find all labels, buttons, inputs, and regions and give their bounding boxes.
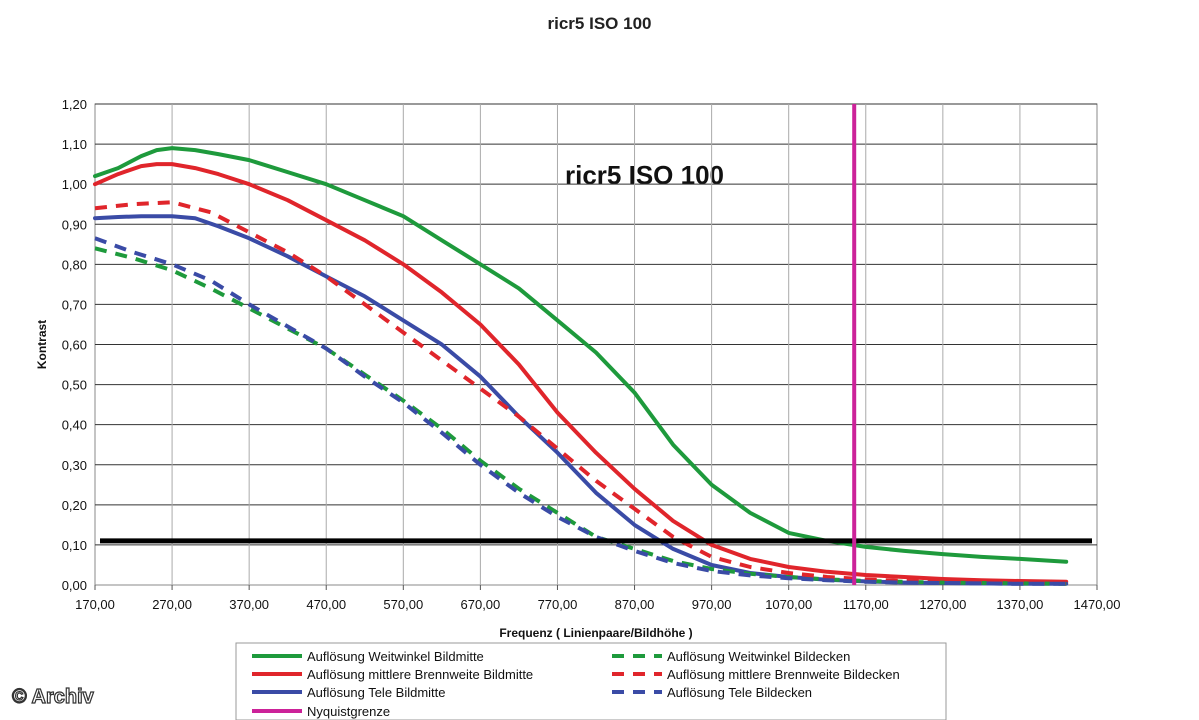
legend-box (235, 642, 947, 720)
series-layer (93, 104, 1092, 586)
y-tick-label: 0,50 (62, 378, 87, 393)
legend-label: Auflösung mittlere Brennweite Bildmitte (307, 667, 533, 682)
y-tick-label: 0,10 (62, 538, 87, 553)
x-tick-label: 1070,00 (765, 597, 812, 612)
series-line-4 (94, 246, 1067, 586)
legend-label: Auflösung mittlere Brennweite Bildecken (667, 667, 900, 682)
y-tick-label: 0,70 (62, 297, 87, 312)
axis-layer: 0,00 0,10 0,20 0,30 0,40 0,50 0,60 0,70 0,80 0,90… (35, 97, 1121, 640)
y-tick-label: 0,20 (62, 498, 87, 513)
y-tick-label: 0,60 (62, 338, 87, 353)
x-tick-label: 970,00 (692, 597, 732, 612)
legend: Auflösung Weitwinkel Bildmitte Auflösung … (235, 642, 947, 720)
x-tick-label: 370,00 (229, 597, 269, 612)
legend-label: Auflösung Weitwinkel Bildecken (667, 649, 850, 664)
x-tick-label: 1370,00 (996, 597, 1043, 612)
x-tick-label: 1470,00 (1074, 597, 1121, 612)
series-line-5 (94, 200, 1067, 586)
chart-title: ricr5 ISO 100 (547, 14, 652, 33)
x-tick-label: 1270,00 (919, 597, 966, 612)
series-line-2 (93, 162, 1069, 584)
y-tick-label: 1,20 (62, 97, 87, 112)
y-tick-label: 0,30 (62, 458, 87, 473)
y-tick-label: 1,10 (62, 137, 87, 152)
series-line-1 (93, 146, 1069, 564)
x-tick-label: 870,00 (615, 597, 655, 612)
legend-label: Nyquistgrenze (307, 704, 390, 719)
legend-label: Auflösung Tele Bildecken (667, 685, 812, 700)
copyright-watermark: © Archiv (11, 685, 94, 708)
y-tick-label: 0,90 (62, 217, 87, 232)
legend-label: Auflösung Tele Bildmitte (307, 685, 446, 700)
y-tick-label: 0,80 (62, 257, 87, 272)
y-axis-label: Kontrast (35, 320, 49, 369)
x-tick-label: 1170,00 (843, 597, 889, 612)
x-tick-label: 270,00 (152, 597, 192, 612)
x-axis-label: Frequenz ( Linienpaare/Bildhöhe ) (499, 626, 692, 640)
grid-layer (94, 103, 1098, 586)
y-tick-label: 0,40 (62, 418, 87, 433)
y-tick-label: 1,00 (62, 177, 87, 192)
x-tick-label: 470,00 (306, 597, 346, 612)
x-tick-label: 770,00 (538, 597, 578, 612)
x-tick-label: 670,00 (461, 597, 501, 612)
x-tick-label: 570,00 (383, 597, 423, 612)
series-line-6 (94, 236, 1067, 586)
y-tick-label: 0,00 (62, 578, 87, 593)
inner-chart-title: ricr5 ISO 100 (565, 160, 724, 190)
x-tick-label: 170,00 (75, 597, 115, 612)
legend-label: Auflösung Weitwinkel Bildmitte (307, 649, 484, 664)
